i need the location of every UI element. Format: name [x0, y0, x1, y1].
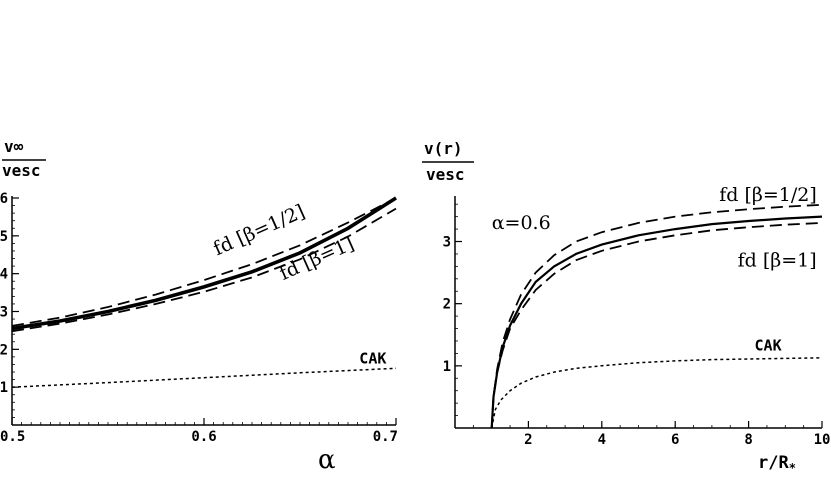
left-y-tick-label: 5 [0, 229, 8, 245]
left-y-tick-label: 1 [0, 380, 8, 396]
left-y-tick-label: 4 [0, 267, 8, 283]
left-panel: v∞ vesc 0.5 0.6 0.7 1 2 3 4 5 6 fd [β=1/2]fd [β=… [0, 137, 398, 475]
left-y-tick-label: 3 [0, 305, 8, 321]
right-x-tick-label: 2 [524, 432, 532, 448]
left-series-3-line [11, 367, 397, 388]
left-series-1-line [11, 197, 397, 327]
left-annotation-2: CAK [359, 350, 386, 368]
right-ylabel-numerator: v(r) [424, 139, 463, 158]
left-x-tick-label: 0.7 [373, 429, 398, 445]
left-series-group [11, 196, 397, 388]
left-x-tick-label: 0.6 [191, 429, 216, 445]
right-series-group [490, 203, 823, 429]
left-axes: 0.5 0.6 0.7 1 2 3 4 5 6 [0, 191, 398, 445]
left-xlabel: α [318, 445, 336, 475]
right-x-tick-label: 10 [814, 432, 831, 448]
right-y-tick-label: 1 [443, 359, 451, 375]
left-ylabel-denominator: vesc [2, 161, 41, 180]
left-series-2-line [11, 207, 397, 333]
left-y-tick-label: 2 [0, 342, 8, 358]
right-series-0-line [490, 215, 823, 429]
left-annotation-0: fd [β=1/2] [210, 200, 308, 260]
right-annotation-2: fd [β=1] [738, 249, 817, 271]
right-annotation-1: fd [β=1/2] [719, 184, 817, 206]
left-annotations: fd [β=1/2]fd [β=1] CAK [210, 200, 386, 367]
right-series-1-line [490, 203, 823, 429]
right-x-tick-label: 4 [598, 432, 606, 448]
right-annotation-3: CAK [755, 336, 782, 354]
right-series-2-line [490, 222, 823, 429]
right-annotation-0: α=0.6 [492, 212, 551, 234]
left-ylabel-numerator: v∞ [4, 137, 24, 156]
left-y-tick-label: 6 [0, 191, 8, 207]
right-xlabel: r/R* [758, 453, 796, 475]
right-annotations: α=0.6 fd [β=1/2] fd [β=1] CAK [492, 184, 817, 354]
right-y-tick-label: 2 [443, 297, 451, 313]
right-x-tick-label: 6 [671, 432, 679, 448]
right-y-tick-label: 3 [443, 235, 451, 251]
left-x-tick-label: 0.5 [0, 429, 25, 445]
right-ylabel-denominator: vesc [426, 165, 465, 184]
left-series-0-line [11, 196, 397, 331]
right-x-tick-label: 8 [744, 432, 752, 448]
right-series-3-line [490, 357, 823, 429]
left-annotation-1: fd [β=1] [276, 233, 357, 285]
